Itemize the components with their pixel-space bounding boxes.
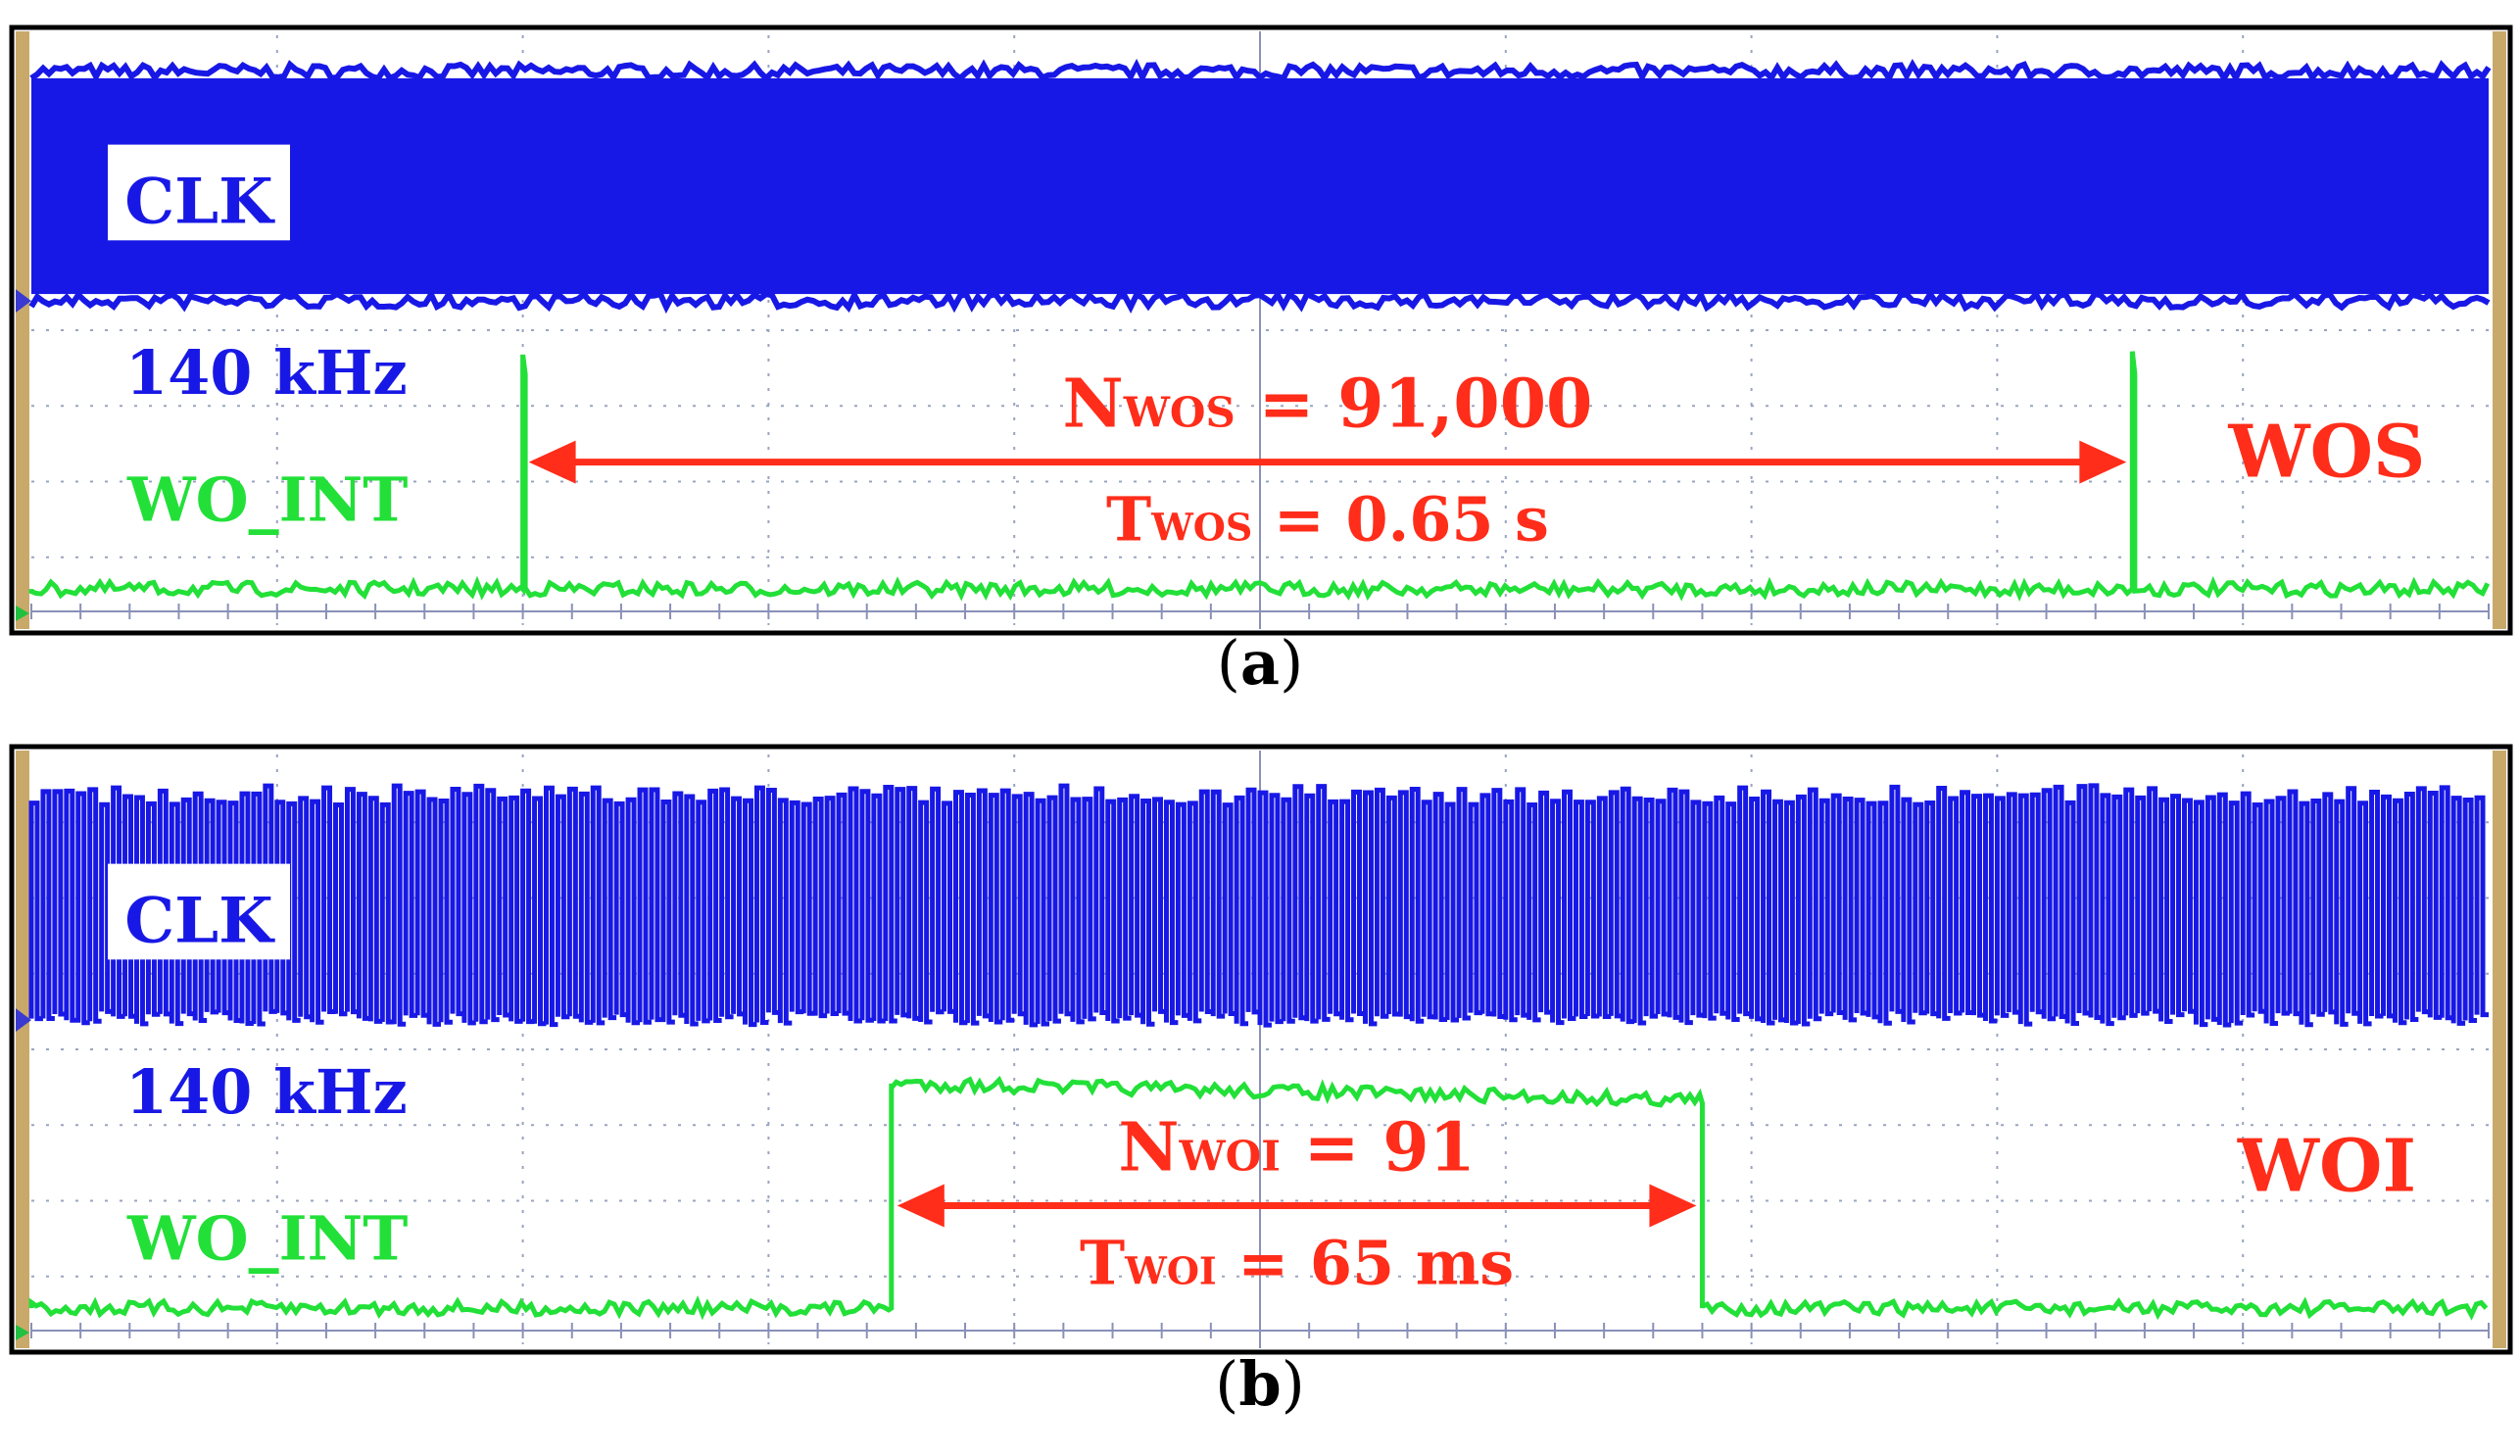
clk-marker	[16, 1008, 31, 1033]
right-bar	[2493, 31, 2506, 629]
wo-int-label: WO_INT	[126, 463, 408, 535]
clk-label: CLK	[124, 165, 275, 238]
clk-trace-band	[31, 77, 2489, 295]
span-arrow-left-head	[897, 1184, 945, 1228]
caption-b: (b)	[1215, 1348, 1305, 1420]
wo-int-trace	[28, 1075, 2489, 1321]
span-arrow-left-head	[528, 440, 576, 484]
caption-a: (a)	[1216, 627, 1304, 699]
clk-trace-top	[29, 58, 2492, 84]
clk-label-box	[108, 863, 290, 960]
mode-label: WOI	[2237, 1124, 2416, 1208]
clk-frequency: 140 kHz	[125, 337, 408, 409]
left-bar	[16, 751, 29, 1348]
clk-marker	[16, 289, 31, 314]
wo-int-label: WO_INT	[126, 1202, 408, 1274]
right-bar	[2493, 751, 2506, 1348]
span-arrow-right-head	[2079, 440, 2127, 484]
clk-label-box	[108, 144, 290, 241]
count-annotation: NWOI = 91	[1118, 1108, 1476, 1187]
span-arrow-right-head	[1649, 1184, 1697, 1228]
mode-label: WOS	[2227, 410, 2425, 494]
caption-a-letter: a	[1239, 627, 1281, 699]
scope-panel-a: CLK 140 kHz WO_INT NWOS = 91,000 TWOS = 0.65…	[9, 24, 2513, 636]
wo-marker	[16, 606, 29, 621]
clk-trace	[28, 783, 2489, 1028]
scope-panel-b: CLK 140 kHz WO_INT NWOI = 91 TWOI = 65 ms WOI	[9, 744, 2513, 1355]
t-annotation: TWOI = 65 ms	[1080, 1227, 1514, 1298]
clk-label: CLK	[124, 884, 275, 957]
wo-int-trace	[28, 351, 2491, 603]
count-annotation: NWOS = 91,000	[1063, 365, 1593, 444]
clk-frequency: 140 kHz	[125, 1056, 408, 1128]
caption-b-letter: b	[1238, 1348, 1282, 1420]
clk-trace-bottom	[28, 288, 2491, 315]
left-bar	[16, 31, 29, 629]
t-annotation: TWOS = 0.65 s	[1106, 484, 1549, 556]
wo-marker	[16, 1325, 29, 1340]
